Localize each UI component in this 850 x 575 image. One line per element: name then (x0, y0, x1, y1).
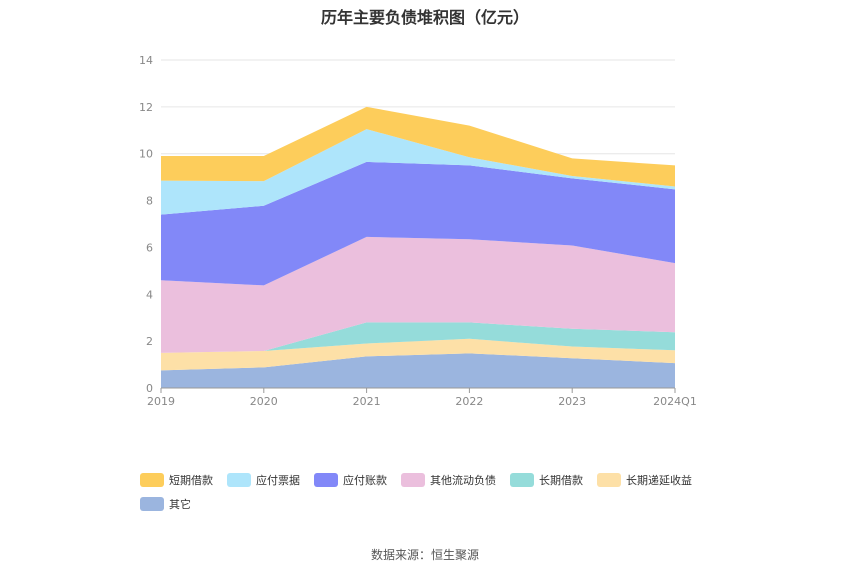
area-series-0 (161, 353, 675, 388)
legend-item[interactable]: 应付票据 (227, 472, 300, 488)
legend-label: 其他流动负债 (430, 474, 496, 487)
legend-label: 应付账款 (343, 474, 387, 487)
area-series-4 (161, 161, 675, 286)
x-tick-label: 2019 (147, 395, 175, 408)
legend-label: 长期递延收益 (626, 474, 692, 487)
legend-swatch (140, 473, 164, 487)
legend-item[interactable]: 短期借款 (140, 472, 213, 488)
legend-item[interactable]: 长期递延收益 (597, 472, 692, 488)
stacked-area-chart: 0 2 4 6 8 10 12 14 2019 2020 2021 2022 2023 2024Q1 (139, 54, 697, 408)
x-tick-label: 2023 (558, 395, 586, 408)
y-tick-label: 12 (139, 101, 153, 114)
legend-item[interactable]: 长期借款 (510, 472, 583, 488)
x-tick-label: 2022 (455, 395, 483, 408)
y-tick-label: 14 (139, 54, 153, 67)
legend-swatch (510, 473, 534, 487)
legend-label: 其它 (169, 498, 191, 511)
area-series-2 (161, 322, 675, 353)
legend-swatch (140, 497, 164, 511)
area-series-6 (161, 106, 675, 187)
area-series-3 (161, 236, 675, 353)
y-tick-label: 6 (146, 241, 153, 254)
legend-item[interactable]: 其它 (140, 496, 191, 512)
legend-label: 长期借款 (539, 474, 583, 487)
chart-title: 历年主要负债堆积图（亿元） (320, 8, 529, 27)
y-tick-label: 2 (146, 335, 153, 348)
legend-label: 短期借款 (169, 474, 213, 487)
legend-label: 应付票据 (256, 474, 300, 487)
x-tick-label: 2024Q1 (653, 395, 697, 408)
area-series-1 (161, 338, 675, 371)
legend-swatch (401, 473, 425, 487)
legend-item[interactable]: 应付账款 (314, 472, 387, 488)
legend-swatch (597, 473, 621, 487)
area-series-5 (161, 129, 675, 215)
area-layer (161, 106, 675, 388)
y-tick-label: 4 (146, 288, 153, 301)
source-note: 数据来源：恒生聚源 (370, 548, 479, 562)
x-tick-label: 2021 (353, 395, 381, 408)
y-tick-label: 10 (139, 148, 153, 161)
y-tick-label: 8 (146, 195, 153, 208)
legend-swatch (314, 473, 338, 487)
x-tick-label: 2020 (250, 395, 278, 408)
legend-item[interactable]: 其他流动负债 (401, 472, 496, 488)
axis-layer: 0 2 4 6 8 10 12 14 2019 2020 2021 2022 2023 2024Q1 (139, 54, 697, 408)
legend-swatch (227, 473, 251, 487)
y-tick-label: 0 (146, 382, 153, 395)
legend: 短期借款 应付票据 应付账款 其他流动负债 长期借款 长期递延收益其它 (140, 472, 740, 520)
